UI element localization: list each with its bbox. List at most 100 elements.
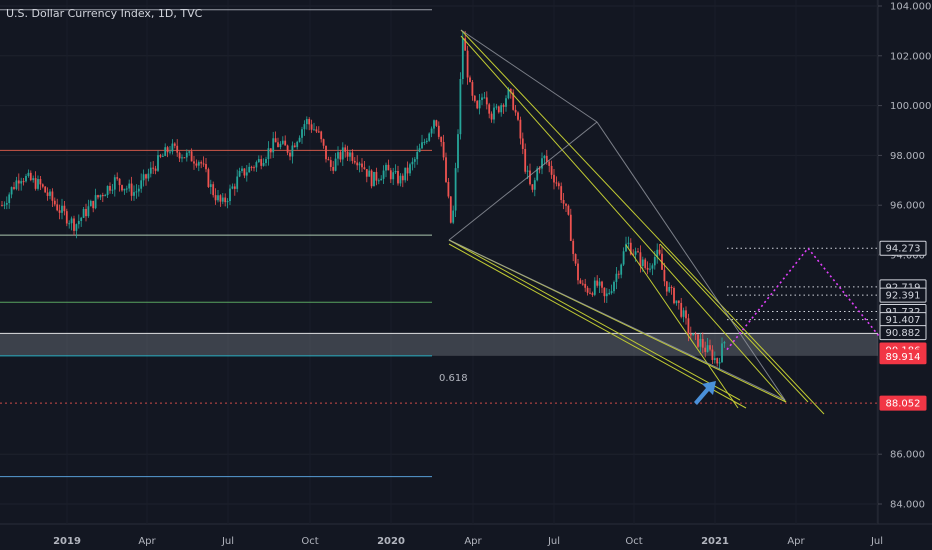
- candle-body: [135, 191, 138, 193]
- candle-body: [627, 242, 630, 244]
- candle-body: [404, 167, 407, 181]
- candle-body: [27, 172, 30, 176]
- candle-body: [250, 166, 253, 168]
- candle-body: [8, 194, 11, 204]
- blue-arrow-icon: [694, 381, 716, 405]
- candle-body: [469, 77, 471, 83]
- y-tick-label: 104.000: [890, 2, 931, 13]
- candle-body: [15, 180, 18, 189]
- candle-body: [704, 347, 707, 352]
- candle-body: [356, 162, 359, 166]
- candle-body: [320, 131, 323, 140]
- candle-body: [517, 112, 519, 120]
- candle-body: [524, 148, 527, 172]
- candle-body: [39, 179, 42, 185]
- candle-body: [363, 167, 366, 170]
- candle-body: [723, 342, 726, 344]
- candles: [1, 30, 726, 370]
- candle-body: [423, 142, 426, 144]
- candle-body: [610, 291, 613, 293]
- candle-body: [46, 192, 49, 196]
- candle-body: [325, 145, 327, 160]
- y-tick-label: 98.000: [890, 151, 925, 162]
- price-tag-label: 89.914: [886, 352, 921, 363]
- candle-body: [341, 147, 344, 160]
- candle-body: [651, 265, 654, 269]
- x-tick-label: 2020: [377, 536, 405, 547]
- candle-body: [73, 218, 75, 231]
- candle-body: [5, 203, 8, 205]
- candle-body: [406, 167, 409, 174]
- x-tick-label: Jul: [221, 536, 234, 547]
- candle-body: [207, 169, 210, 187]
- candle-body: [147, 173, 150, 179]
- trend-line: [659, 243, 809, 403]
- candle-body: [401, 175, 404, 181]
- candle-body: [577, 263, 579, 281]
- candle-body: [673, 287, 675, 304]
- candle-body: [209, 184, 212, 187]
- candle-body: [358, 163, 361, 166]
- candle-body: [608, 292, 611, 294]
- candle-body: [685, 310, 687, 319]
- candle-body: [416, 151, 419, 160]
- candle-body: [166, 147, 169, 153]
- candle-body: [557, 183, 560, 187]
- gray-line: [448, 121, 598, 241]
- candle-body: [526, 170, 529, 172]
- price-tag: 91.407: [879, 312, 927, 328]
- x-tick-label: Apr: [464, 536, 482, 547]
- candle-body: [121, 185, 123, 191]
- candle-body: [202, 163, 205, 165]
- candle-body: [370, 170, 373, 187]
- candle-body: [164, 147, 167, 156]
- price-tag: 89.914: [879, 349, 927, 365]
- y-tick-label: 102.000: [890, 51, 931, 62]
- candle-body: [185, 152, 188, 158]
- candle-body: [591, 293, 594, 295]
- candle-body: [471, 82, 474, 96]
- candle-body: [598, 281, 601, 286]
- candle-body: [58, 210, 61, 213]
- price-tag-box: [879, 349, 927, 365]
- candle-body: [101, 195, 104, 197]
- candle-body: [313, 129, 315, 131]
- candle-body: [596, 280, 599, 286]
- candle-body: [279, 143, 282, 148]
- price-tag-label: 90.882: [886, 328, 921, 339]
- candle-body: [485, 97, 488, 105]
- candle-body: [454, 168, 457, 211]
- candle-body: [699, 338, 702, 347]
- candle-body: [178, 152, 181, 159]
- candle-body: [145, 174, 147, 179]
- candle-body: [65, 211, 68, 224]
- candle-body: [536, 168, 539, 181]
- candle-body: [675, 300, 678, 304]
- candle-body: [221, 197, 224, 202]
- candle-body: [301, 129, 303, 138]
- candle-body: [20, 181, 23, 184]
- candle-body: [262, 162, 265, 166]
- price-tag-box: [879, 240, 927, 256]
- candle-body: [418, 148, 421, 152]
- candle-body: [327, 159, 330, 161]
- candle-body: [214, 195, 217, 201]
- trend-line: [460, 29, 825, 415]
- candle-body: [173, 143, 176, 146]
- candle-body: [248, 166, 251, 173]
- candle-body: [507, 88, 510, 99]
- candle-body: [567, 205, 570, 215]
- candle-body: [77, 220, 80, 225]
- candle-body: [13, 187, 15, 189]
- candle-body: [238, 171, 241, 177]
- candle-body: [332, 166, 335, 171]
- candle-body: [68, 223, 71, 225]
- candle-body: [3, 204, 6, 206]
- candle-body: [682, 310, 685, 317]
- candle-body: [113, 177, 116, 190]
- candle-body: [514, 109, 517, 113]
- candle-body: [464, 38, 467, 51]
- x-tick-label: Apr: [787, 536, 805, 547]
- candle-body: [694, 333, 697, 335]
